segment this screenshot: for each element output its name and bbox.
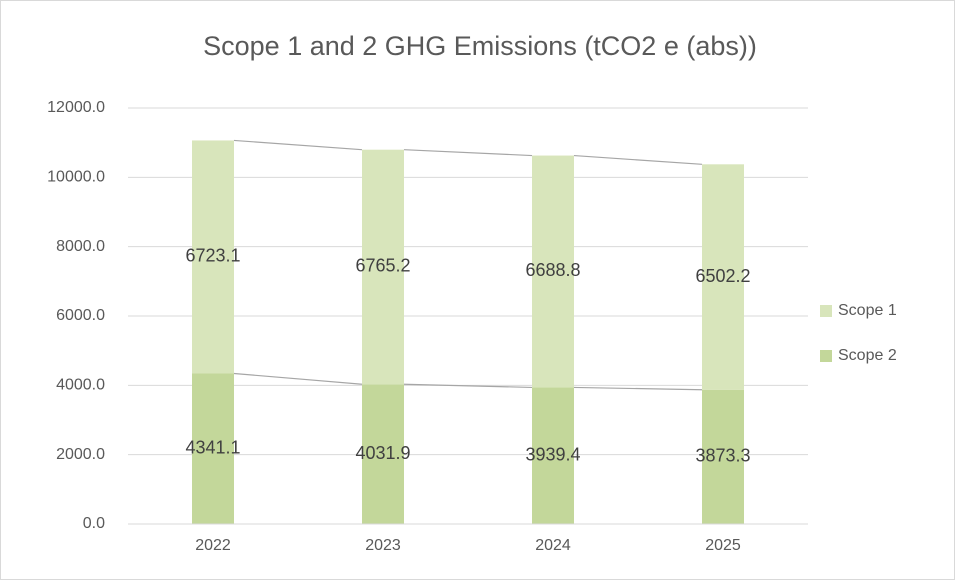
y-tick-label: 4000.0 <box>56 377 105 394</box>
bar-segment <box>362 149 404 385</box>
series-line <box>403 149 533 157</box>
bar-segment <box>702 164 744 390</box>
data-label: 4341.1 <box>185 438 240 458</box>
bar-segment <box>192 373 234 524</box>
legend-label: Scope 2 <box>838 347 897 364</box>
y-tick-label: 0.0 <box>83 515 105 532</box>
series-line <box>233 372 363 385</box>
data-label: 6502.2 <box>695 266 750 286</box>
x-tick-label: 2023 <box>365 537 401 554</box>
x-tick-label: 2022 <box>195 537 231 554</box>
legend-swatch <box>820 305 832 317</box>
chart-title: Scope 1 and 2 GHG Emissions (tCO2 e (abs… <box>203 31 757 61</box>
y-tick-label: 12000.0 <box>47 99 105 116</box>
data-label: 6688.8 <box>525 260 580 280</box>
data-label: 4031.9 <box>355 443 410 463</box>
legend-label: Scope 1 <box>838 302 897 319</box>
data-label: 3939.4 <box>525 444 580 464</box>
y-tick-label: 8000.0 <box>56 238 105 255</box>
bar-segment <box>362 384 404 524</box>
x-tick-label: 2025 <box>705 537 741 554</box>
data-label: 3873.3 <box>695 446 750 466</box>
data-label: 6723.1 <box>185 246 240 266</box>
series-line <box>573 386 703 391</box>
y-tick-label: 10000.0 <box>47 169 105 186</box>
y-tick-label: 6000.0 <box>56 307 105 324</box>
y-tick-label: 2000.0 <box>56 446 105 463</box>
legend-swatch <box>820 350 832 362</box>
series-line <box>403 383 533 389</box>
series-line <box>573 154 703 165</box>
bar-segment <box>532 387 574 524</box>
series-line <box>233 139 363 151</box>
data-label: 6765.2 <box>355 256 410 276</box>
x-tick-label: 2024 <box>535 537 571 554</box>
bar-segment <box>702 389 744 524</box>
bar-segment <box>192 140 234 374</box>
bar-segment <box>532 155 574 388</box>
